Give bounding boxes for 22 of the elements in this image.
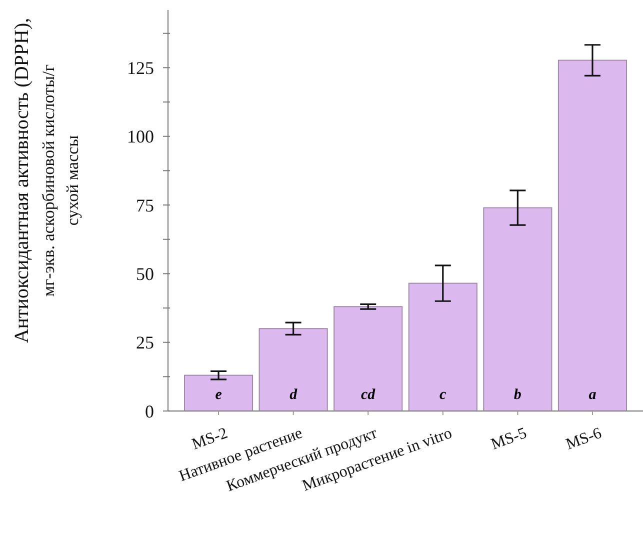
y-axis-title: Антиоксидантная активность (DPPH), мг-экв. аскорбиновой кислоты/г сухой массы — [11, 18, 82, 344]
x-tick-label: MS-5 — [488, 424, 530, 454]
x-tick-label: MS-2 — [190, 424, 230, 454]
annotation: c — [440, 387, 447, 403]
bar — [334, 306, 403, 412]
y-tick-label: 75 — [136, 195, 154, 216]
bar — [558, 60, 628, 412]
y-tick-label: 50 — [136, 264, 154, 284]
annotation: cd — [361, 387, 376, 403]
annotation: e — [215, 387, 222, 403]
y-tick-label: 100 — [127, 126, 154, 147]
bar — [258, 328, 328, 412]
bar — [184, 374, 254, 412]
y-tick-label: 0 — [145, 401, 154, 422]
x-tick-label: MS-6 — [564, 424, 604, 454]
annotation: d — [290, 387, 298, 403]
bar — [483, 207, 552, 412]
annotation: b — [514, 387, 522, 403]
annotation: a — [588, 387, 597, 403]
bar — [408, 282, 478, 412]
y-tick-label: 25 — [136, 332, 154, 353]
y-tick-label: 125 — [127, 58, 154, 78]
